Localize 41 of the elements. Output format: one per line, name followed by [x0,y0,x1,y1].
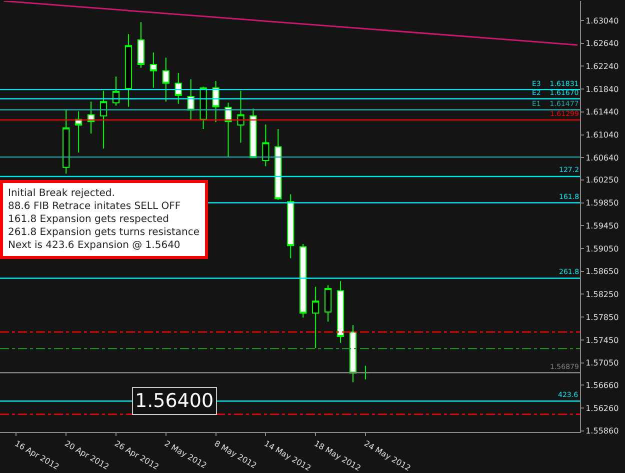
y-tick-label: 1.56660 [586,380,619,390]
y-tick-label: 1.59850 [586,198,619,208]
annotation: Initial Break rejected. 88.6 FIB Retrace initates SELL OFF 161.8 Expansion gets respected 261.8 Expansion gets turns resistance Next is 423.6 Expansion @ 1.5640 [8,188,200,251]
candlestick [287,194,294,259]
candlestick [262,124,270,167]
candlestick [62,108,70,174]
candlestick [336,280,344,344]
y-tick-label: 1.58650 [586,267,619,276]
y-tick-label: 1.57450 [586,336,619,345]
candlestick [124,34,132,108]
candlestick [349,324,357,383]
candlestick [150,52,157,88]
y-tick-label: 1.57850 [586,312,619,322]
y-tick-label: 1.63040 [586,16,619,26]
y-tick-label: 1.55860 [586,426,619,436]
candlestick [137,22,144,68]
candlestick [162,57,170,102]
candlestick [112,76,120,106]
candlestick [250,108,257,158]
y-tick-label: 1.56260 [586,404,619,413]
candlestick [100,90,108,149]
candlestick [312,286,320,348]
y-tick-label: 1.60250 [586,176,619,185]
y-tick-label: 1.59050 [586,244,619,254]
annotation: 1.56400 [135,390,214,412]
y-tick-label: 1.61440 [586,108,619,117]
y-tick-label: 1.58250 [586,290,619,300]
candlestick [300,243,307,318]
y-tick-label: 1.62240 [586,62,619,71]
y-tick-label: 1.57050 [586,358,619,368]
y-tick-label: 1.59450 [586,221,619,230]
candlestick [75,110,82,153]
candlestick [88,101,95,134]
y-tick-label: 1.61040 [586,130,619,140]
y-tick-label: 1.61840 [586,84,619,94]
candlestick [174,72,182,104]
y-tick-label: 1.60640 [586,153,619,162]
candlestick [324,284,332,322]
candlestick [237,90,244,144]
y-tick-label: 1.62640 [586,39,619,48]
candlestick [274,128,282,200]
